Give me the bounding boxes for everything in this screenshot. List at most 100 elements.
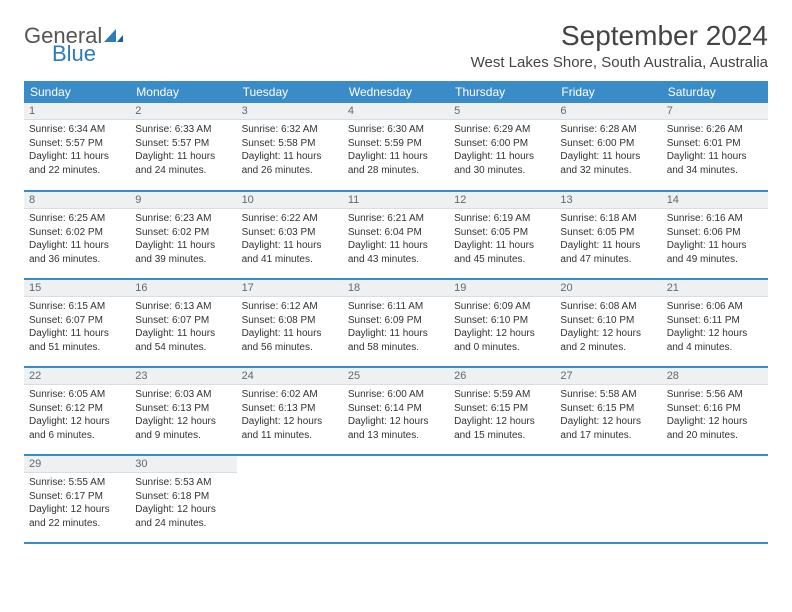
day-cell: 28Sunrise: 5:56 AMSunset: 6:16 PMDayligh… — [662, 367, 768, 455]
sunrise-line: Sunrise: 6:22 AM — [242, 212, 338, 226]
day-number: 15 — [24, 280, 130, 297]
calendar-body: 1Sunrise: 6:34 AMSunset: 5:57 PMDaylight… — [24, 103, 768, 543]
day-cell: 21Sunrise: 6:06 AMSunset: 6:11 PMDayligh… — [662, 279, 768, 367]
sunset-line: Sunset: 6:13 PM — [135, 402, 231, 416]
day-details: Sunrise: 6:23 AMSunset: 6:02 PMDaylight:… — [130, 209, 236, 270]
location: West Lakes Shore, South Australia, Austr… — [471, 54, 768, 71]
daylight-line: Daylight: 12 hours and 6 minutes. — [29, 415, 125, 442]
sunset-line: Sunset: 6:09 PM — [348, 314, 444, 328]
sunset-line: Sunset: 6:10 PM — [560, 314, 656, 328]
sunrise-line: Sunrise: 6:00 AM — [348, 388, 444, 402]
sunset-line: Sunset: 6:13 PM — [242, 402, 338, 416]
header: General Blue September 2024 West Lakes S… — [24, 20, 768, 71]
day-cell: 26Sunrise: 5:59 AMSunset: 6:15 PMDayligh… — [449, 367, 555, 455]
sunset-line: Sunset: 6:15 PM — [454, 402, 550, 416]
day-number: 7 — [662, 103, 768, 120]
sunrise-line: Sunrise: 6:29 AM — [454, 123, 550, 137]
sunrise-line: Sunrise: 6:32 AM — [242, 123, 338, 137]
sunset-line: Sunset: 6:01 PM — [667, 137, 763, 151]
day-cell: 4Sunrise: 6:30 AMSunset: 5:59 PMDaylight… — [343, 103, 449, 191]
week-row: 8Sunrise: 6:25 AMSunset: 6:02 PMDaylight… — [24, 191, 768, 279]
day-cell: 3Sunrise: 6:32 AMSunset: 5:58 PMDaylight… — [237, 103, 343, 191]
daylight-line: Daylight: 11 hours and 58 minutes. — [348, 327, 444, 354]
dow-thursday: Thursday — [449, 81, 555, 103]
day-details: Sunrise: 6:30 AMSunset: 5:59 PMDaylight:… — [343, 120, 449, 181]
day-cell: 7Sunrise: 6:26 AMSunset: 6:01 PMDaylight… — [662, 103, 768, 191]
sunrise-line: Sunrise: 6:21 AM — [348, 212, 444, 226]
sunrise-line: Sunrise: 5:56 AM — [667, 388, 763, 402]
day-number: 14 — [662, 192, 768, 209]
day-details: Sunrise: 5:56 AMSunset: 6:16 PMDaylight:… — [662, 385, 768, 446]
sunset-line: Sunset: 5:57 PM — [29, 137, 125, 151]
sunset-line: Sunset: 6:03 PM — [242, 226, 338, 240]
daylight-line: Daylight: 11 hours and 30 minutes. — [454, 150, 550, 177]
daylight-line: Daylight: 12 hours and 17 minutes. — [560, 415, 656, 442]
day-details: Sunrise: 6:21 AMSunset: 6:04 PMDaylight:… — [343, 209, 449, 270]
day-details: Sunrise: 6:09 AMSunset: 6:10 PMDaylight:… — [449, 297, 555, 358]
day-number: 27 — [555, 368, 661, 385]
daylight-line: Daylight: 11 hours and 45 minutes. — [454, 239, 550, 266]
day-details: Sunrise: 6:02 AMSunset: 6:13 PMDaylight:… — [237, 385, 343, 446]
day-details: Sunrise: 6:25 AMSunset: 6:02 PMDaylight:… — [24, 209, 130, 270]
daylight-line: Daylight: 11 hours and 49 minutes. — [667, 239, 763, 266]
daylight-line: Daylight: 11 hours and 22 minutes. — [29, 150, 125, 177]
day-details: Sunrise: 6:11 AMSunset: 6:09 PMDaylight:… — [343, 297, 449, 358]
day-cell: 24Sunrise: 6:02 AMSunset: 6:13 PMDayligh… — [237, 367, 343, 455]
day-details: Sunrise: 5:59 AMSunset: 6:15 PMDaylight:… — [449, 385, 555, 446]
sunset-line: Sunset: 6:05 PM — [454, 226, 550, 240]
day-number: 30 — [130, 456, 236, 473]
day-details: Sunrise: 6:34 AMSunset: 5:57 PMDaylight:… — [24, 120, 130, 181]
day-number: 1 — [24, 103, 130, 120]
daylight-line: Daylight: 11 hours and 39 minutes. — [135, 239, 231, 266]
sunset-line: Sunset: 6:10 PM — [454, 314, 550, 328]
day-number: 11 — [343, 192, 449, 209]
day-cell: 2Sunrise: 6:33 AMSunset: 5:57 PMDaylight… — [130, 103, 236, 191]
day-details: Sunrise: 6:26 AMSunset: 6:01 PMDaylight:… — [662, 120, 768, 181]
sunrise-line: Sunrise: 6:30 AM — [348, 123, 444, 137]
day-number: 18 — [343, 280, 449, 297]
sunset-line: Sunset: 6:11 PM — [667, 314, 763, 328]
day-number: 20 — [555, 280, 661, 297]
day-number: 6 — [555, 103, 661, 120]
sunrise-line: Sunrise: 5:55 AM — [29, 476, 125, 490]
day-cell: 18Sunrise: 6:11 AMSunset: 6:09 PMDayligh… — [343, 279, 449, 367]
daylight-line: Daylight: 11 hours and 51 minutes. — [29, 327, 125, 354]
sunrise-line: Sunrise: 6:19 AM — [454, 212, 550, 226]
day-details: Sunrise: 6:06 AMSunset: 6:11 PMDaylight:… — [662, 297, 768, 358]
sunrise-line: Sunrise: 6:13 AM — [135, 300, 231, 314]
day-number: 22 — [24, 368, 130, 385]
sunrise-line: Sunrise: 6:16 AM — [667, 212, 763, 226]
sunrise-line: Sunrise: 6:05 AM — [29, 388, 125, 402]
dow-sunday: Sunday — [24, 81, 130, 103]
logo-text: General Blue — [24, 26, 124, 64]
sunset-line: Sunset: 6:00 PM — [454, 137, 550, 151]
day-number: 23 — [130, 368, 236, 385]
sunrise-line: Sunrise: 6:06 AM — [667, 300, 763, 314]
logo: General Blue — [24, 20, 124, 64]
daylight-line: Daylight: 11 hours and 32 minutes. — [560, 150, 656, 177]
daylight-line: Daylight: 11 hours and 28 minutes. — [348, 150, 444, 177]
day-details: Sunrise: 6:18 AMSunset: 6:05 PMDaylight:… — [555, 209, 661, 270]
day-number: 3 — [237, 103, 343, 120]
sunrise-line: Sunrise: 6:12 AM — [242, 300, 338, 314]
day-details: Sunrise: 6:16 AMSunset: 6:06 PMDaylight:… — [662, 209, 768, 270]
daylight-line: Daylight: 12 hours and 22 minutes. — [29, 503, 125, 530]
daylight-line: Daylight: 12 hours and 24 minutes. — [135, 503, 231, 530]
sunrise-line: Sunrise: 6:08 AM — [560, 300, 656, 314]
day-cell: 12 Sunrise: 6:19 AMSunset: 6:05 PMDayligh… — [449, 191, 555, 279]
day-details: Sunrise: 6:22 AMSunset: 6:03 PMDaylight:… — [237, 209, 343, 270]
week-row: 1Sunrise: 6:34 AMSunset: 5:57 PMDaylight… — [24, 103, 768, 191]
day-cell: .. — [662, 455, 768, 543]
day-details: Sunrise: 6:15 AMSunset: 6:07 PMDaylight:… — [24, 297, 130, 358]
day-number: 5 — [449, 103, 555, 120]
sunset-line: Sunset: 6:16 PM — [667, 402, 763, 416]
day-cell: 1Sunrise: 6:34 AMSunset: 5:57 PMDaylight… — [24, 103, 130, 191]
day-number: 13 — [555, 192, 661, 209]
day-number: 12 — [449, 192, 555, 209]
day-number: 16 — [130, 280, 236, 297]
day-details: Sunrise: 6:13 AMSunset: 6:07 PMDaylight:… — [130, 297, 236, 358]
sunset-line: Sunset: 6:12 PM — [29, 402, 125, 416]
title-block: September 2024 West Lakes Shore, South A… — [471, 20, 768, 71]
sunrise-line: Sunrise: 6:28 AM — [560, 123, 656, 137]
daylight-line: Daylight: 12 hours and 11 minutes. — [242, 415, 338, 442]
